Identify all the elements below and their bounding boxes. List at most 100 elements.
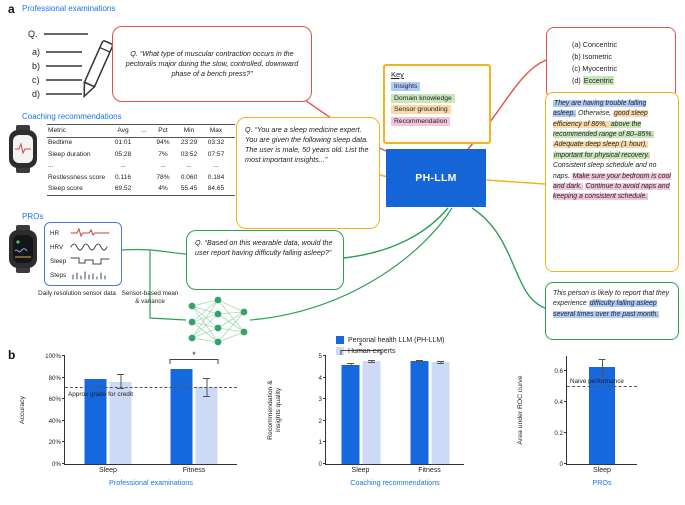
table-row: Sleep duration 05:28 7% 03:52 07:57 <box>47 149 235 161</box>
yellow-connector-answer <box>485 179 546 185</box>
table-row: Sleep score 69.52 4% 55.45 84.65 <box>47 184 235 196</box>
error-bar <box>371 359 372 363</box>
y-tick-mark <box>62 398 65 400</box>
panel-b-label: b <box>8 348 16 362</box>
significance-marker: * <box>169 350 219 364</box>
sensor-row-sleep: Sleep <box>50 256 116 266</box>
y-tick-mark <box>62 355 65 356</box>
value-cell: ... <box>141 126 147 134</box>
value-cell <box>137 184 151 196</box>
error-bar-cap <box>346 365 354 367</box>
exam-answers-box: (a) Concentric (b) Isometric (c) Myocentri… <box>546 27 676 99</box>
plain-text: Otherwise, <box>576 110 613 118</box>
error-bar-cap <box>203 396 210 398</box>
green-connector-drop <box>149 250 187 321</box>
y-tick-mark <box>323 398 326 400</box>
metric-cell: ... <box>48 162 54 170</box>
exam-icon: Q. a) b) c) d) <box>28 29 114 99</box>
significance-bracket <box>169 358 219 364</box>
y-tick-label: 60% <box>48 396 61 404</box>
value-cell: 0.116 <box>114 173 131 181</box>
y-tick-label: 3 <box>318 396 322 404</box>
answer-prefix: (a) <box>572 40 583 50</box>
y-tick-label: 4 <box>318 374 322 382</box>
value-cell: 84.65 <box>207 185 225 193</box>
key-item: Domain knowledge <box>391 93 455 103</box>
legend-label: Human experts <box>348 347 396 355</box>
error-bar-cap <box>346 363 354 365</box>
y-tick-mark <box>564 401 567 403</box>
green-connector-nn <box>249 207 453 321</box>
table-row: ............... <box>47 161 235 173</box>
y-tick-label: 0.4 <box>554 399 563 407</box>
y-tick-mark <box>62 463 65 464</box>
answer-option: (b) Isometric <box>572 51 650 63</box>
y-tick-label: 2 <box>318 417 322 425</box>
reference-line <box>65 387 237 389</box>
section-label-pros: PROs <box>22 212 44 221</box>
sensor-data-panel: HR HRV Sleep Steps <box>44 222 122 286</box>
plain-text: This person is likely to report that the… <box>553 290 670 308</box>
error-bar <box>206 377 208 398</box>
value-cell: 4% <box>158 185 168 193</box>
answer-text: Concentric <box>582 40 618 50</box>
y-tick-mark <box>62 419 65 421</box>
sensor-label: HRV <box>50 243 64 251</box>
error-bar-cap <box>367 359 375 361</box>
highlighted-text: Adequate deep sleep (1 hour), <box>553 141 649 149</box>
key-items: Insights Domain knowledge Sensor grounding… <box>391 82 483 126</box>
ph-llm-box: PH-LLM <box>386 149 486 207</box>
error-bar-cap <box>117 374 124 376</box>
bar <box>431 361 449 464</box>
sensor-trace-sleep <box>70 257 110 265</box>
pencil-icon <box>83 40 114 99</box>
y-tick-mark <box>62 441 65 443</box>
neural-network-icon <box>188 296 248 346</box>
y-tick-label: 0% <box>52 461 61 468</box>
y-tick-label: 40% <box>48 417 61 425</box>
y-tick-mark <box>323 355 326 356</box>
pros-question-bubble: Q. “Based on this wearable data, would t… <box>186 230 344 290</box>
exam-line-label: c) <box>32 75 40 85</box>
y-tick-mark <box>62 376 65 378</box>
error-bar <box>350 363 351 367</box>
exam-question-bubble: Q. “What type of muscular contraction oc… <box>112 26 312 102</box>
sensor-row-steps: Steps <box>50 270 116 280</box>
bar <box>84 378 107 464</box>
error-bar-cap <box>415 360 423 362</box>
reference-line-label: Naive performance <box>570 377 624 385</box>
sensor-label: Sleep <box>50 257 67 265</box>
value-cell: 23:29 <box>180 139 198 147</box>
answer-text: Myocentric <box>582 64 618 73</box>
y-tick-label: 0 <box>318 461 322 468</box>
coach-question-bubble: Q. “You are a sleep medicine expert. You… <box>236 117 380 229</box>
caption-sensor-mean-variance: Sensor-based mean & variance <box>121 290 179 306</box>
y-tick-label: 80% <box>48 374 61 382</box>
legend-swatch <box>336 336 344 344</box>
value-cell: Pct <box>158 126 168 134</box>
metric-cell: Bedtime <box>48 139 73 147</box>
section-label-coaching-recommendations: Coaching recommendations <box>22 112 122 121</box>
sensor-trace-hr <box>70 227 110 238</box>
significance-star: * <box>358 340 363 351</box>
y-tick-mark <box>323 376 326 378</box>
bar-group <box>589 359 615 464</box>
value-cell: 01:01 <box>114 139 132 147</box>
y-tick-mark <box>564 463 567 464</box>
significance-bracket <box>340 349 381 355</box>
error-bar-cap <box>436 362 444 364</box>
x-axis-title: PROs <box>592 478 612 487</box>
sensor-row-hr: HR <box>50 227 116 238</box>
answer-text: Eccentric <box>582 75 615 85</box>
value-cell <box>137 172 151 184</box>
table-row: Bedtime 01:01 94% 23:29 03:32 <box>47 138 235 150</box>
y-tick-mark <box>323 463 326 464</box>
bar-group <box>410 360 449 464</box>
error-bar-cap <box>598 373 606 375</box>
sensor-row-hrv: HRV <box>50 242 116 252</box>
value-cell: Avg <box>117 126 129 134</box>
x-category-label: Sleep <box>351 467 370 474</box>
x-axis-title: Professional examinations <box>109 478 193 487</box>
error-bar-cap <box>436 361 444 363</box>
